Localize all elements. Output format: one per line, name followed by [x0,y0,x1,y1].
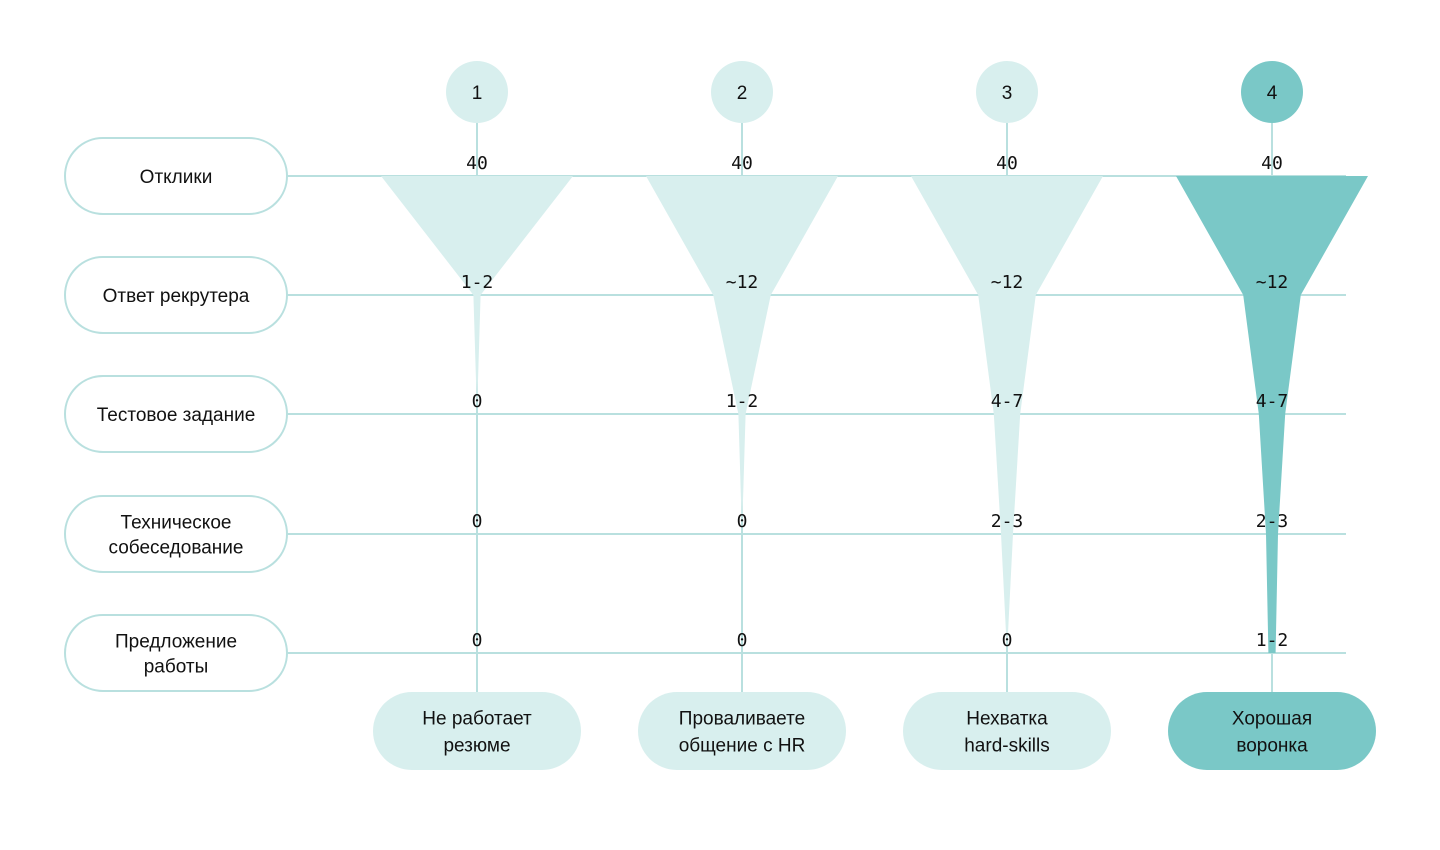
funnel-number: 2 [737,83,748,104]
stage-label: собеседование [109,538,244,559]
result-pill [903,692,1111,770]
stage-label: Отклики [140,167,213,188]
result-label: воронка [1236,736,1308,757]
funnel-value: 0 [737,630,748,651]
labels: Отклики Ответ рекрутера Тестовое задание Те… [64,61,1376,770]
stage-pill [64,137,288,215]
funnel-3-shape [911,176,1103,653]
result-label: Хорошая [1232,709,1312,730]
funnel-1-shape [381,176,573,414]
result-label: Нехватка [966,709,1048,730]
stage-label: Тестовое задание [97,405,256,426]
funnel-value: ~12 [726,272,759,293]
funnel-value: 4-7 [991,391,1024,412]
funnel-value: 1-2 [1256,630,1289,651]
funnel-value: 1-2 [461,272,494,293]
result-label: hard-skills [964,736,1050,757]
stage-label: Ответ рекрутера [103,286,250,307]
funnel-value: 2-3 [991,511,1024,532]
funnel-number: 1 [472,83,483,104]
stage-label: работы [144,657,209,678]
funnel-number: 3 [1002,83,1013,104]
result-label: общение с HR [679,736,806,757]
result-label: Не работает [422,709,532,730]
funnel-2-shape [646,176,838,534]
result-pill [1168,692,1376,770]
funnel-value: 40 [731,153,753,174]
funnel-value: 0 [737,511,748,532]
funnel-value: ~12 [991,272,1024,293]
funnel-value: 40 [466,153,488,174]
funnel-shapes [381,176,1368,653]
funnel-value: 40 [996,153,1018,174]
funnel-value: 0 [472,630,483,651]
funnel-value: 40 [1261,153,1283,174]
result-label: Проваливаете [679,709,805,730]
funnel-number-circle [446,61,508,123]
funnel-value: 0 [472,511,483,532]
funnel-number-circle [711,61,773,123]
funnel-value: ~12 [1256,272,1289,293]
funnel-4-shape [1176,176,1368,653]
stage-pill [64,614,288,692]
stage-pill [64,256,288,334]
stage-label: Техническое [121,513,232,534]
funnel-value: 0 [472,391,483,412]
funnel-number-circle [976,61,1038,123]
funnel-value: 1-2 [726,391,759,412]
funnel-value: 2-3 [1256,511,1289,532]
funnel-value: 4-7 [1256,391,1289,412]
result-label: резюме [443,736,510,757]
funnel-value: 0 [1002,630,1013,651]
funnel-number-circle [1241,61,1303,123]
funnel-number: 4 [1267,83,1278,104]
stage-pill [64,375,288,453]
result-pill [373,692,581,770]
stage-pill [64,495,288,573]
result-pill [638,692,846,770]
stage-label: Предложение [115,632,237,653]
